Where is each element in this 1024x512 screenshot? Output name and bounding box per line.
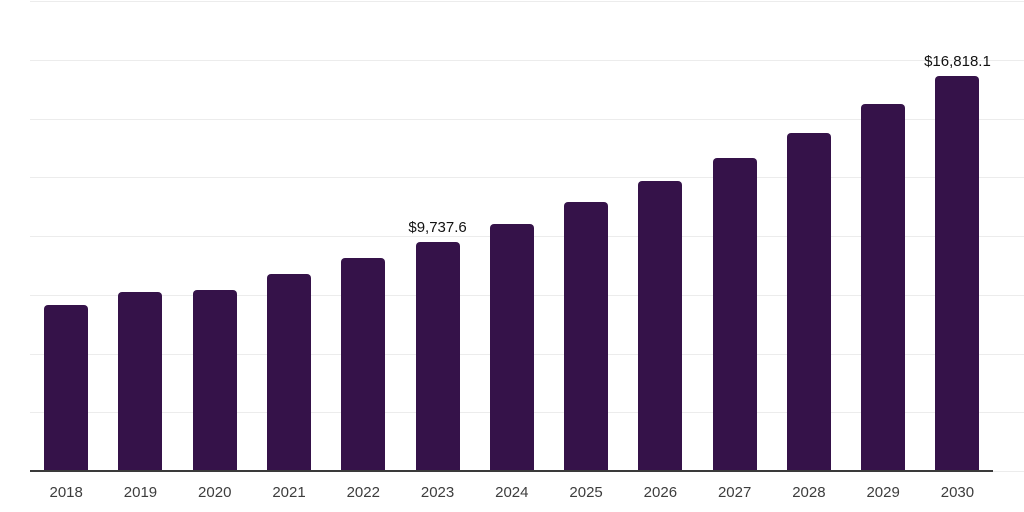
bar-2023[interactable] [415, 242, 460, 471]
bar-2021[interactable] [267, 273, 311, 471]
x-tick-label-2023: 2023 [420, 484, 455, 501]
x-tick-label-2027: 2027 [717, 484, 752, 501]
bar-2024[interactable] [489, 223, 534, 471]
bar-value-label-2030: $16,818.1 [924, 52, 991, 70]
x-axis-line [30, 470, 993, 472]
x-tick-label-2019: 2019 [123, 484, 158, 501]
x-tick-label-2018: 2018 [49, 484, 83, 501]
x-tick-label-2025: 2025 [569, 484, 603, 501]
x-tick-label-2026: 2026 [643, 484, 678, 501]
x-tick-label-2020: 2020 [198, 484, 232, 501]
bar-2026[interactable] [638, 181, 683, 471]
x-tick-label-2028: 2028 [792, 484, 826, 501]
gridline [30, 1, 1024, 2]
gridline [30, 59, 1024, 61]
bar-2028[interactable] [786, 132, 831, 471]
bar-2025[interactable] [564, 202, 609, 471]
bar-value-label-2023: $9,737.6 [408, 219, 467, 237]
bar-2029[interactable] [861, 104, 906, 471]
bar-2022[interactable] [341, 257, 386, 471]
x-tick-label-2030: 2030 [940, 484, 975, 501]
x-tick-label-2024: 2024 [495, 484, 529, 501]
gridline [30, 118, 1024, 120]
gridline [30, 177, 1024, 179]
bar-2020[interactable] [192, 289, 237, 471]
bar-2019[interactable] [118, 292, 163, 471]
bar-2018[interactable] [44, 305, 89, 471]
x-tick-label-2021: 2021 [272, 484, 306, 501]
bar-2030[interactable] [935, 75, 980, 471]
x-tick-label-2029: 2029 [866, 484, 900, 501]
bar-2027[interactable] [712, 158, 757, 471]
plot-area: 2018 2019 2020 2021 2022 $9,737.6 2023 2024 2025… [30, 1, 1024, 500]
x-tick-label-2022: 2022 [346, 484, 380, 501]
